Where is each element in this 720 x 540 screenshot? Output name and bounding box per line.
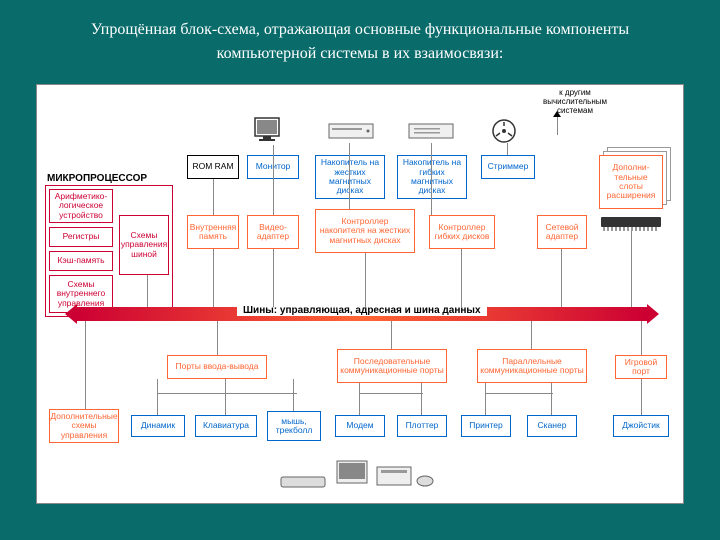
- block-streamer: Стриммер: [481, 155, 535, 179]
- block-serial-ports: Последовательные коммуникационные порты: [337, 349, 447, 383]
- block-fdd: Накопитель на гибких магнитных дисках: [397, 155, 467, 199]
- streamer-icon: [487, 117, 521, 145]
- block-alu: Арифметико-логическое устройство: [49, 189, 113, 223]
- monitor-icon: [247, 115, 287, 145]
- block-joystick: Джойстик: [613, 415, 669, 437]
- external-systems-label: к другим вычислительным системам: [535, 89, 615, 115]
- block-io-ports: Порты ввода-вывода: [167, 355, 267, 379]
- block-hdd-ctrl: Контроллер накопителя на жестких магнитн…: [315, 209, 415, 253]
- conn-v-5a: [507, 143, 508, 155]
- block-expansion: Дополни-тельные слоты расширения: [599, 155, 663, 209]
- block-bus-ctrl: Схемы управления шиной: [119, 215, 169, 275]
- block-parallel-ports: Параллельные коммуникационные порты: [477, 349, 587, 383]
- conn-bp-0: [85, 321, 86, 409]
- diagram-frame: к другим вычислительным системам МИКРОПР…: [36, 84, 684, 504]
- block-keyboard: Клавиатура: [195, 415, 257, 437]
- conn-pb-4: [359, 383, 360, 415]
- conn-h-2: [359, 393, 423, 394]
- block-mouse: мышь, трекболл: [267, 411, 321, 441]
- conn-bp-3: [531, 321, 532, 349]
- conn-mb-1: [213, 249, 214, 307]
- conn-pb-8: [641, 379, 642, 415]
- conn-pb-6: [485, 383, 486, 415]
- conn-v-1: [213, 179, 214, 215]
- conn-bp-1: [217, 321, 218, 355]
- arrowhead-external: [553, 111, 561, 117]
- conn-mb-2: [273, 249, 274, 307]
- block-modem: Модем: [335, 415, 385, 437]
- conn-h-3: [485, 393, 553, 394]
- conn-h-1: [157, 393, 297, 394]
- fdd-icon: [407, 121, 455, 143]
- connector-chip: [601, 217, 661, 227]
- hdd-icon: [327, 121, 375, 143]
- microprocessor-label: МИКРОПРОЦЕССОР: [47, 173, 147, 184]
- conn-v-3: [349, 143, 350, 209]
- conn-mb-3: [365, 253, 366, 307]
- block-video-adapter: Видео-адаптер: [247, 215, 299, 249]
- conn-pb-1: [157, 379, 158, 415]
- conn-pb-5: [421, 383, 422, 415]
- block-game-port: Игровой порт: [615, 355, 667, 379]
- block-net-adapter: Сетевой адаптер: [537, 215, 587, 249]
- conn-v-4: [431, 143, 432, 215]
- conn-mb-5: [561, 249, 562, 307]
- conn-v-2: [273, 145, 274, 215]
- block-internal-mem: Внутренняя память: [187, 215, 239, 249]
- block-printer: Принтер: [461, 415, 511, 437]
- block-registers: Регистры: [49, 227, 113, 247]
- block-cache: Кэш-память: [49, 251, 113, 271]
- block-extra-ctrl: Дополнительные схемы управления: [49, 409, 119, 443]
- bus-label: Шины: управляющая, адресная и шина данны…: [237, 305, 487, 316]
- bottom-devices-icon: [277, 455, 437, 495]
- conn-pb-7: [551, 383, 552, 415]
- slide-title: Упрощённая блок-схема, отражающая основн…: [40, 18, 680, 66]
- conn-mb-6: [631, 231, 632, 307]
- conn-mb-0: [147, 275, 148, 307]
- conn-pb-2: [225, 379, 226, 415]
- block-plotter: Плоттер: [397, 415, 447, 437]
- conn-bp-4: [641, 321, 642, 355]
- conn-mb-4: [461, 249, 462, 307]
- block-fdd-ctrl: Контроллер гибких дисков: [429, 215, 495, 249]
- block-speaker: Динамик: [131, 415, 185, 437]
- block-hdd: Накопитель на жестких магнитных дисках: [315, 155, 385, 199]
- conn-pb-3: [293, 379, 294, 411]
- block-scanner: Сканер: [527, 415, 577, 437]
- arrow-external: [557, 115, 558, 135]
- block-rom-ram: ROM RAM: [187, 155, 239, 179]
- title-area: Упрощённая блок-схема, отражающая основн…: [0, 0, 720, 76]
- conn-bp-2: [391, 321, 392, 349]
